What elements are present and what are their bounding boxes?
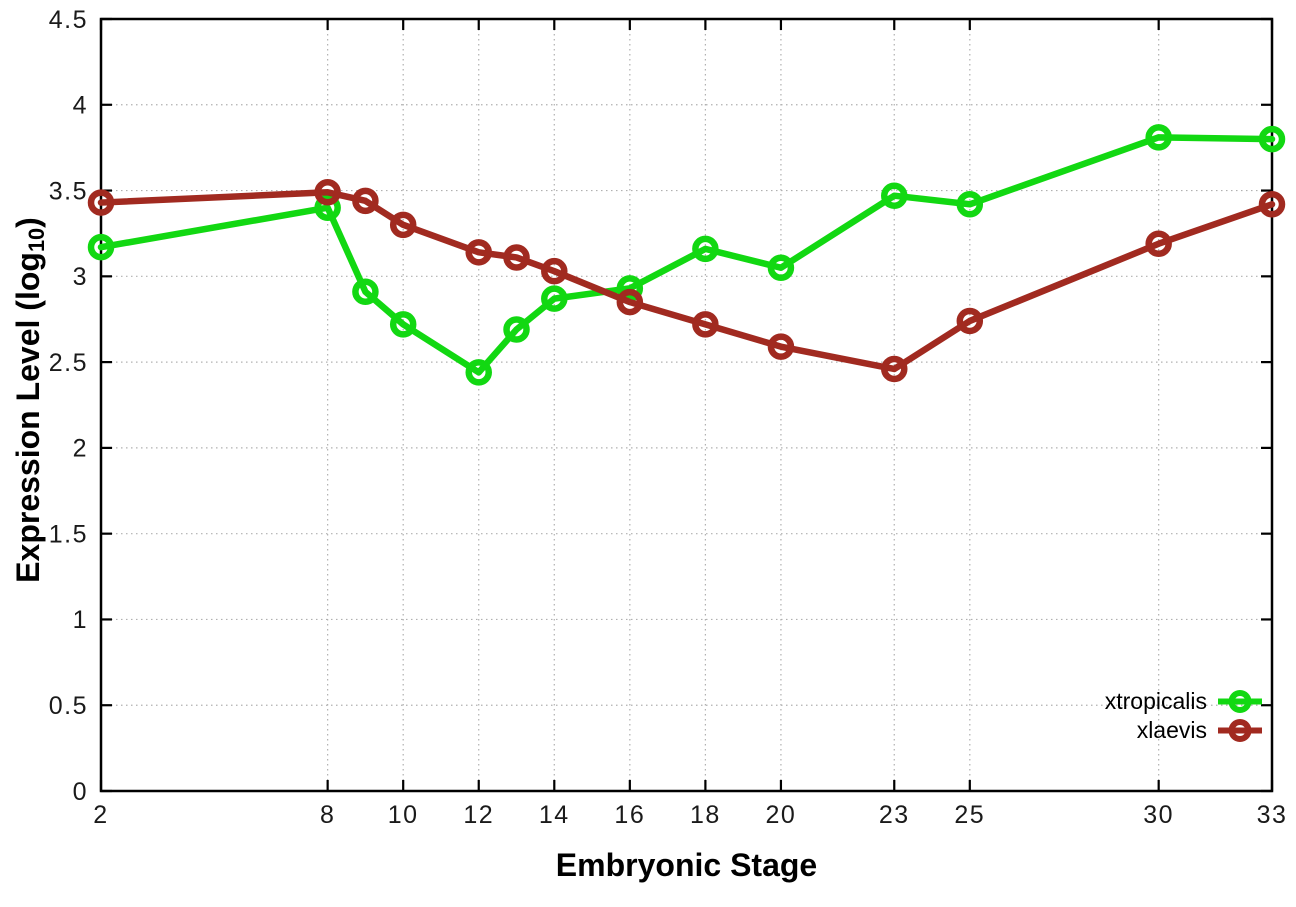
x-tick-label-10: 10 — [388, 801, 419, 829]
data-point-xlaevis-stage-18 — [692, 311, 719, 338]
y-tick-label-4: 4 — [73, 92, 88, 120]
x-tick-label-20: 20 — [766, 801, 797, 829]
legend-item-xlaevis: xlaevis — [1105, 716, 1264, 745]
y-axis-title-text: Expression Level (log — [9, 252, 46, 583]
legend-sample-circle — [1228, 690, 1252, 713]
data-point-xtropicalis-stage-8 — [314, 194, 341, 221]
data-point-xlaevis-stage-9 — [352, 187, 379, 215]
legend-item-xtropicalis: xtropicalis — [1105, 687, 1264, 716]
x-tick-label-14: 14 — [539, 801, 570, 829]
x-tick-label-25: 25 — [954, 801, 985, 829]
y-tick-label-4.5: 4.5 — [49, 6, 88, 34]
legend-marker-xtropicalis — [1218, 690, 1262, 713]
x-axis-title: Embryonic Stage — [555, 847, 818, 883]
y-axis-title-subscript: 10 — [24, 227, 50, 253]
x-tick-label-2: 2 — [93, 801, 108, 829]
data-point-xlaevis-stage-13 — [503, 244, 530, 271]
data-point-xtropicalis-stage-23 — [881, 182, 908, 209]
x-tick-label-23: 23 — [879, 801, 910, 829]
data-point-xlaevis-stage-8 — [314, 179, 341, 206]
data-point-xlaevis-stage-10 — [389, 211, 417, 239]
x-tick-label-8: 8 — [320, 801, 335, 829]
y-tick-label-3: 3 — [73, 263, 88, 291]
data-point-xtropicalis-stage-2 — [87, 233, 115, 261]
data-point-xlaevis-stage-20 — [767, 333, 795, 360]
x-tick-label-30: 30 — [1143, 801, 1174, 829]
data-point-xlaevis-stage-33 — [1258, 191, 1286, 218]
x-tick-label-12: 12 — [463, 801, 494, 829]
data-point-xtropicalis-stage-14 — [541, 285, 568, 312]
legend-label-xlaevis: xlaevis — [1136, 717, 1207, 743]
data-point-xlaevis-stage-12 — [465, 239, 492, 266]
data-point-xtropicalis-stage-13 — [503, 316, 530, 343]
data-point-xlaevis-stage-25 — [956, 307, 984, 335]
y-tick-label-0.5: 0.5 — [49, 692, 88, 720]
data-point-xtropicalis-stage-16 — [616, 275, 644, 302]
y-tick-label-2: 2 — [73, 435, 88, 463]
series-line-xtropicalis — [97, 134, 1276, 376]
data-point-xlaevis-stage-2 — [87, 189, 115, 216]
data-point-xtropicalis-stage-10 — [389, 311, 417, 338]
y-tick-label-3.5: 3.5 — [49, 177, 88, 205]
legend-sample-circle — [1228, 719, 1252, 742]
data-point-xtropicalis-stage-33 — [1258, 125, 1286, 153]
data-point-xtropicalis-stage-30 — [1145, 124, 1172, 151]
legend: xtropicalis xlaevis — [1105, 687, 1264, 745]
x-tick-label-33: 33 — [1257, 801, 1288, 829]
data-point-xlaevis-stage-23 — [881, 355, 908, 383]
y-axis-title-suffix: ) — [9, 217, 46, 228]
data-point-xlaevis-stage-30 — [1145, 230, 1172, 257]
data-point-xtropicalis-stage-20 — [767, 254, 795, 282]
y-tick-label-1: 1 — [73, 606, 88, 634]
plot-border — [99, 17, 1274, 793]
y-tick-label-1.5: 1.5 — [49, 520, 88, 548]
legend-marker-xlaevis — [1218, 719, 1262, 742]
data-point-xlaevis-stage-16 — [616, 288, 644, 316]
data-point-xtropicalis-stage-9 — [352, 278, 379, 306]
y-tick-label-0: 0 — [73, 778, 88, 806]
y-tick-label-2.5: 2.5 — [49, 349, 88, 377]
x-tick-label-18: 18 — [690, 801, 721, 829]
legend-label-xtropicalis: xtropicalis — [1104, 688, 1207, 714]
data-point-xtropicalis-stage-25 — [956, 191, 984, 218]
y-axis-title: Expression Level (log10) — [10, 217, 50, 583]
x-tick-label-16: 16 — [614, 801, 645, 829]
data-point-xlaevis-stage-14 — [541, 257, 568, 285]
data-point-xtropicalis-stage-18 — [692, 235, 719, 263]
data-point-xtropicalis-stage-12 — [465, 359, 492, 386]
